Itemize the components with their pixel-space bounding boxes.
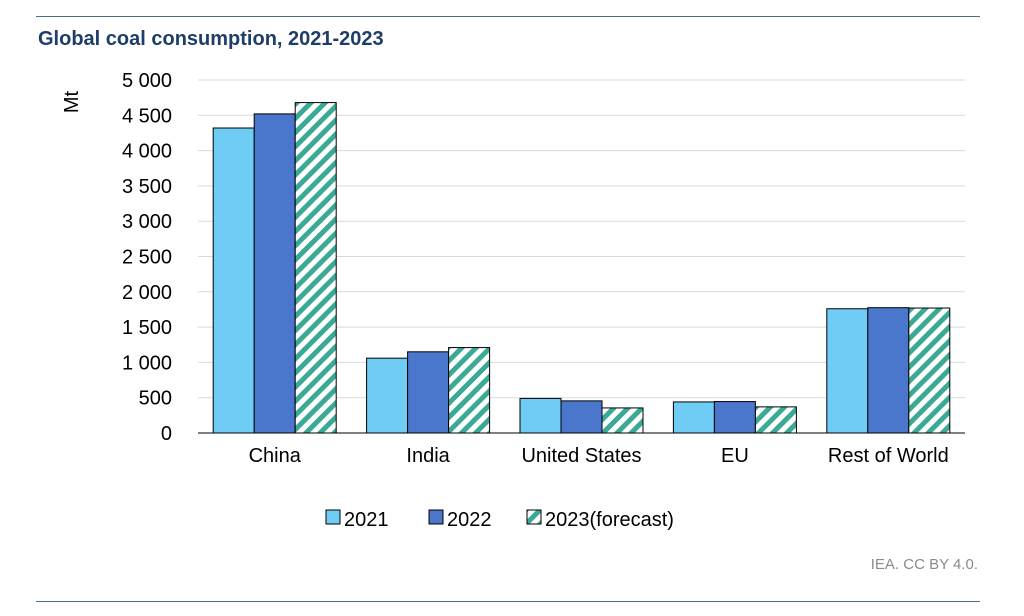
y-tick-label: 3 000 [122,211,172,233]
x-category-label: India [406,445,450,467]
legend-label: 2021 [344,509,389,531]
y-tick-label: 1 000 [122,352,172,374]
chart-title: Global coal consumption, 2021-2023 [38,28,384,50]
x-category-label: China [249,445,302,467]
legend-swatch [428,509,444,525]
bar-rest-of-world-2021 [826,308,869,434]
legend: 2021 2022 2023(forecast) [325,509,674,531]
x-category-label: United States [521,445,641,467]
y-tick-label: 4 000 [122,141,172,163]
bar-eu-2023-forecast- [754,406,797,434]
x-category-label: EU [721,445,749,467]
top-rule [36,16,980,17]
y-tick-label: 3 500 [122,176,172,198]
y-tick-label: 2 000 [122,282,172,304]
bar-india-2022 [407,351,450,434]
legend-swatch [325,509,341,525]
legend-label: 2023(forecast) [545,509,674,531]
bar-china-2022 [253,113,296,434]
y-tick-label: 0 [161,423,172,445]
x-category-label: Rest of World [828,445,949,467]
bars [212,102,951,434]
bar-china-2023-forecast- [294,102,337,434]
y-tick-label: 500 [139,388,172,410]
bar-united-states-2023-forecast- [601,407,644,434]
y-tick-label: 4 500 [122,105,172,127]
legend-label: 2022 [447,509,492,531]
bar-eu-2021 [672,401,715,434]
bar-united-states-2022 [560,400,603,434]
bar-eu-2022 [713,401,756,434]
y-tick-label: 1 500 [122,317,172,339]
x-axis: China India United States EU Rest of World [198,432,965,467]
y-tick-label: 5 000 [122,70,172,92]
source-credit: IEA. CC BY 4.0. [870,556,978,573]
bar-china-2021 [212,127,255,434]
bar-india-2021 [366,357,409,434]
legend-swatch [526,509,542,525]
y-axis: 0 500 1 000 1 500 2 000 2 500 3 000 3 500 4 000 4… [122,70,172,445]
bottom-rule [36,601,980,602]
y-tick-label: 2 500 [122,247,172,269]
y-axis-label: Mt [61,90,83,113]
bar-united-states-2021 [519,397,562,434]
bar-rest-of-world-2022 [867,307,910,434]
bar-rest-of-world-2023-forecast- [908,307,951,434]
bar-india-2023-forecast- [448,347,491,434]
